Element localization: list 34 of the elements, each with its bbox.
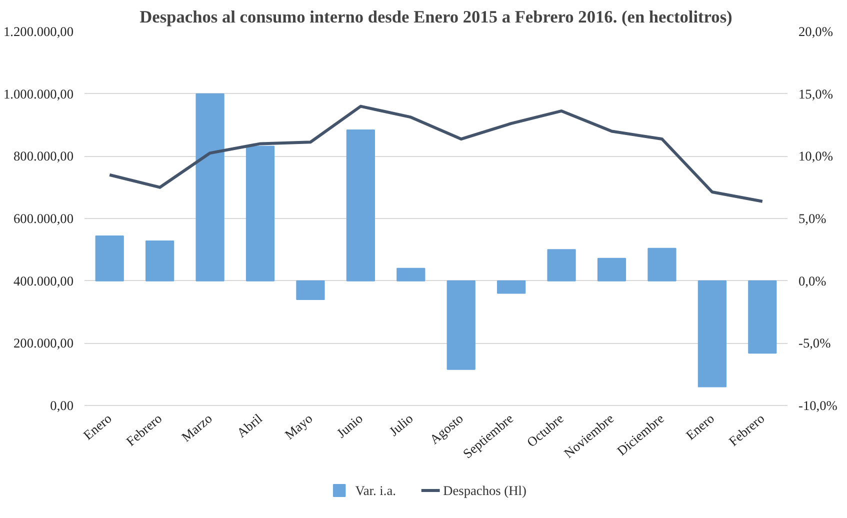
bar bbox=[748, 280, 777, 354]
bar bbox=[95, 235, 124, 282]
y-tick-label: 800.000,00 bbox=[14, 148, 74, 164]
bar bbox=[547, 249, 576, 282]
bar bbox=[396, 268, 426, 282]
y2-tick-label: -10,0% bbox=[798, 398, 838, 413]
bar bbox=[346, 129, 375, 282]
y2-tick-label: 5,0% bbox=[798, 211, 826, 226]
legend-label: Despachos (Hl) bbox=[443, 483, 526, 498]
y-tick-label: 1.200.000,00 bbox=[4, 24, 74, 39]
y-tick-label: 1.000.000,00 bbox=[4, 86, 74, 102]
bar bbox=[146, 240, 174, 282]
chart-title: Despachos al consumo interno desde Enero 2015 a Febrero 2016. (en hectolitros) bbox=[140, 8, 733, 26]
y2-tick-label: 0,0% bbox=[798, 273, 826, 288]
bar bbox=[246, 146, 275, 282]
legend-label: Var. i.a. bbox=[355, 483, 396, 498]
y-tick-label: 600.000,00 bbox=[14, 211, 74, 226]
bar bbox=[497, 280, 526, 294]
bar bbox=[446, 280, 476, 370]
line-series bbox=[108, 104, 764, 203]
y-tick-label: 0,00 bbox=[50, 398, 74, 413]
bar bbox=[648, 248, 676, 282]
bar bbox=[196, 93, 224, 282]
y2-tick-label: -5,0% bbox=[798, 336, 831, 351]
bar bbox=[296, 280, 325, 300]
x-tick-label: Julio bbox=[386, 410, 416, 439]
bar bbox=[698, 280, 726, 388]
y-tick-label: 400.000,00 bbox=[14, 273, 74, 288]
y2-tick-label: 10,0% bbox=[798, 148, 833, 164]
y2-tick-label: 20,0% bbox=[798, 24, 833, 39]
x-tick-label: Junio bbox=[334, 410, 366, 441]
y-tick-label: 200.000,00 bbox=[14, 336, 74, 351]
bar bbox=[597, 258, 626, 282]
y2-tick-label: 15,0% bbox=[798, 86, 833, 102]
